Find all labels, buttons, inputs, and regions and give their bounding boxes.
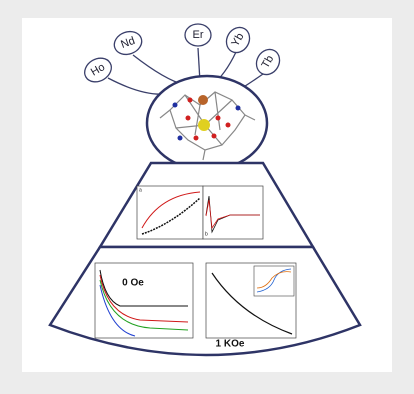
panel-letter: b [205,231,208,237]
metal-atom [198,119,210,131]
ion-label: Er [193,29,204,41]
plot-frame [137,186,203,239]
metal-atom [198,95,208,105]
graphical-abstract: Ho Nd Er Yb Tb a b 0 Oe 1 KOe [0,0,414,394]
field-label: 1 KOe [216,339,245,350]
field-label: 0 Oe [122,278,144,289]
panel-letter: a [139,187,142,193]
